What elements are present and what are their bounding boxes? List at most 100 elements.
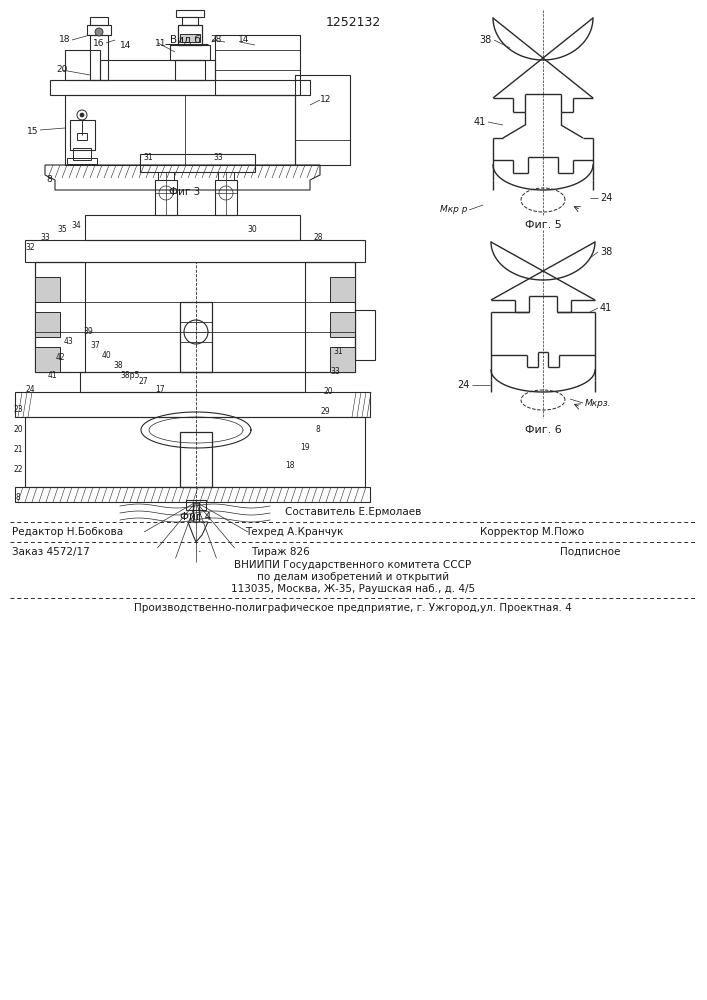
Bar xyxy=(170,45,210,60)
Text: 1252132: 1252132 xyxy=(325,15,380,28)
Bar xyxy=(215,35,300,95)
Text: 33: 33 xyxy=(40,233,50,242)
Bar xyxy=(35,262,355,372)
Text: Фиг 3: Фиг 3 xyxy=(170,187,201,197)
Bar xyxy=(355,310,375,360)
Text: Тираж 826: Тираж 826 xyxy=(250,547,310,557)
Text: Производственно-полиграфическое предприятие, г. Ужгород,ул. Проектная. 4: Производственно-полиграфическое предприя… xyxy=(134,603,572,613)
Bar xyxy=(158,172,174,180)
Bar xyxy=(180,34,200,42)
Bar xyxy=(182,17,198,25)
Bar xyxy=(330,312,355,337)
Text: 20: 20 xyxy=(323,387,333,396)
Text: 8: 8 xyxy=(315,426,320,434)
Bar xyxy=(35,347,60,372)
Bar xyxy=(90,17,108,25)
Text: 16: 16 xyxy=(93,38,104,47)
Text: ·: · xyxy=(198,547,201,557)
Text: 37: 37 xyxy=(90,340,100,350)
Text: 29: 29 xyxy=(320,408,329,416)
Text: 27: 27 xyxy=(138,377,148,386)
Bar xyxy=(218,172,234,180)
Bar xyxy=(178,25,202,45)
Text: 20: 20 xyxy=(56,66,67,75)
Text: 18: 18 xyxy=(59,35,70,44)
Text: 19: 19 xyxy=(300,442,310,452)
Text: 28: 28 xyxy=(210,35,221,44)
Text: Корректор М.Пожо: Корректор М.Пожо xyxy=(480,527,584,537)
Text: 24: 24 xyxy=(457,380,470,390)
Bar xyxy=(330,277,355,302)
Text: 15: 15 xyxy=(26,127,38,136)
Text: Заказ 4572/17: Заказ 4572/17 xyxy=(12,547,90,557)
Text: 8: 8 xyxy=(16,492,21,502)
Text: 24: 24 xyxy=(600,193,612,203)
Text: 38: 38 xyxy=(480,35,492,45)
Text: 20: 20 xyxy=(13,426,23,434)
Bar xyxy=(90,35,108,80)
Bar xyxy=(35,277,60,302)
Bar xyxy=(305,262,355,372)
Text: 39: 39 xyxy=(83,328,93,336)
Bar xyxy=(80,372,305,392)
Text: 30: 30 xyxy=(247,226,257,234)
Bar xyxy=(155,180,177,215)
Text: Фиг. 6: Фиг. 6 xyxy=(525,425,561,435)
Text: Мкр р: Мкр р xyxy=(440,206,467,215)
Bar xyxy=(50,80,310,95)
Bar xyxy=(180,432,212,487)
Circle shape xyxy=(95,28,103,36)
Text: 38р5: 38р5 xyxy=(120,370,140,379)
Bar xyxy=(65,95,295,165)
Text: Фиг 4: Фиг 4 xyxy=(180,512,211,522)
Text: 43: 43 xyxy=(63,338,73,347)
Text: 34: 34 xyxy=(71,221,81,230)
Text: 42: 42 xyxy=(55,354,65,362)
Text: 14: 14 xyxy=(120,40,132,49)
Text: ВНИИПИ Государственного комитета СССР: ВНИИПИ Государственного комитета СССР xyxy=(235,560,472,570)
Text: 22: 22 xyxy=(13,466,23,475)
Text: Вид б: Вид б xyxy=(170,35,200,45)
Bar xyxy=(73,148,91,160)
Bar xyxy=(87,25,111,35)
Text: 41: 41 xyxy=(474,117,486,127)
Text: 113035, Москва, Ж-35, Раушская наб., д. 4/5: 113035, Москва, Ж-35, Раушская наб., д. … xyxy=(231,584,475,594)
Bar xyxy=(100,60,215,80)
Bar xyxy=(85,215,300,240)
Text: Фиг. 5: Фиг. 5 xyxy=(525,220,561,230)
Text: 32: 32 xyxy=(25,243,35,252)
Bar xyxy=(77,133,87,140)
Text: 33: 33 xyxy=(330,367,340,376)
Bar xyxy=(35,262,85,372)
Text: 11: 11 xyxy=(155,38,167,47)
Text: 38: 38 xyxy=(600,247,612,257)
Text: 35: 35 xyxy=(57,226,67,234)
Bar xyxy=(65,50,100,80)
Bar xyxy=(330,347,355,372)
Bar xyxy=(67,158,97,164)
Text: 8: 8 xyxy=(46,176,52,184)
Bar xyxy=(186,500,206,510)
Text: 21: 21 xyxy=(13,446,23,454)
Text: Составитель Е.Ермолаев: Составитель Е.Ермолаев xyxy=(285,507,421,517)
Text: 38: 38 xyxy=(113,360,123,369)
Text: Мкрз.: Мкрз. xyxy=(585,398,612,408)
Text: по делам изобретений и открытий: по делам изобретений и открытий xyxy=(257,572,449,582)
Text: 31: 31 xyxy=(333,348,343,357)
Text: 28: 28 xyxy=(313,233,323,242)
Text: 17: 17 xyxy=(156,385,165,394)
Text: 23: 23 xyxy=(13,406,23,414)
Text: 31: 31 xyxy=(144,153,153,162)
Text: Подписное: Подписное xyxy=(560,547,620,557)
Bar xyxy=(215,180,237,215)
Bar xyxy=(25,417,365,487)
Text: 33: 33 xyxy=(213,153,223,162)
Bar xyxy=(176,10,204,17)
Bar xyxy=(295,75,350,165)
Bar xyxy=(25,240,365,262)
Text: 12: 12 xyxy=(320,96,332,104)
Text: 24: 24 xyxy=(25,385,35,394)
Bar xyxy=(15,487,370,502)
Bar xyxy=(35,312,60,337)
Bar xyxy=(15,392,370,417)
